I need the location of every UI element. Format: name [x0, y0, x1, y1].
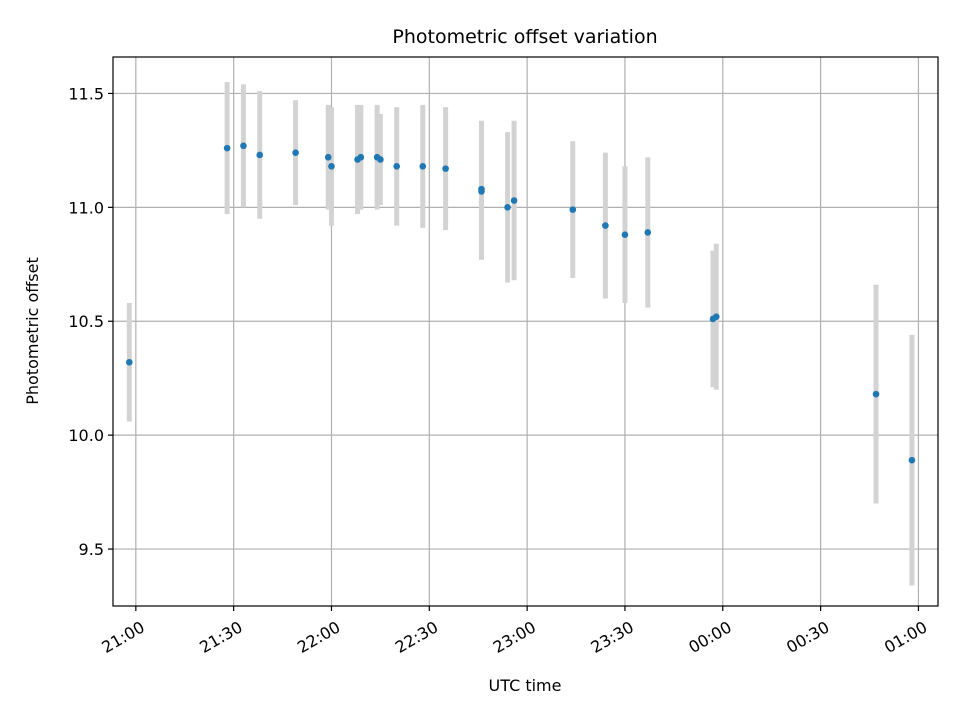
data-point: [442, 165, 449, 172]
y-tick-label: 9.5: [79, 540, 104, 559]
data-point: [908, 456, 916, 464]
plot-frame: [112, 56, 939, 607]
data-point: [419, 163, 427, 170]
y-tick-label: 10.5: [68, 312, 104, 331]
data-point: [504, 204, 511, 211]
data-points: [126, 142, 916, 464]
data-point: [377, 156, 384, 163]
chart-title: Photometric offset variation: [392, 26, 657, 48]
data-point: [393, 163, 400, 170]
data-point: [357, 153, 365, 161]
y-tick-label: 11.0: [68, 198, 104, 217]
x-axis-label: UTC time: [489, 676, 562, 695]
y-axis-ticks: 9.5 10.0 10.5 11.0 11.5: [68, 84, 113, 559]
data-point: [478, 185, 485, 193]
data-point: [328, 163, 335, 170]
y-tick-label: 11.5: [68, 84, 104, 103]
y-tick-label: 10.0: [68, 426, 104, 445]
data-point: [256, 151, 264, 159]
data-point: [240, 142, 247, 150]
data-point: [510, 197, 518, 204]
data-point: [712, 313, 720, 320]
data-point: [569, 206, 577, 213]
data-point: [324, 153, 332, 161]
data-point: [223, 144, 231, 152]
y-axis-label: Photometric offset: [23, 257, 42, 405]
data-point: [644, 229, 652, 236]
data-point: [292, 149, 299, 156]
data-point: [602, 222, 609, 229]
grid: [113, 57, 938, 606]
data-point: [872, 390, 880, 398]
data-point: [621, 231, 629, 238]
data-point: [126, 358, 133, 366]
